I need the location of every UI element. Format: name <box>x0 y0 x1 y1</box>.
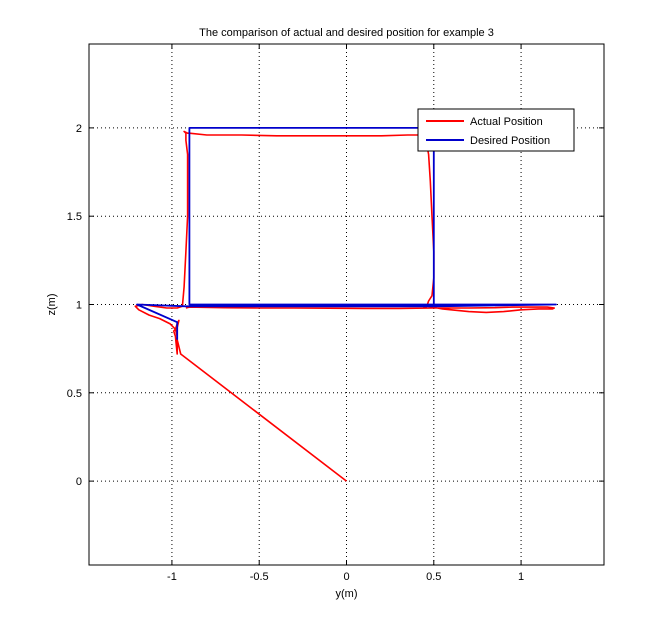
y-tick-label: 0.5 <box>67 388 82 400</box>
y-tick-label: 0 <box>76 476 82 488</box>
y-axis-label: z(m) <box>46 294 58 316</box>
series-layer <box>134 127 557 482</box>
y-tick-label: 1 <box>76 300 82 312</box>
axis-ticks: -1 -0.5 0 0.5 1 0 0.5 1 1.5 2 <box>67 44 604 583</box>
legend-label: Desired Position <box>470 135 550 147</box>
y-tick-label: 2 <box>76 123 82 135</box>
chart-title: The comparison of actual and desired pos… <box>199 27 494 39</box>
x-axis-label: y(m) <box>336 588 358 600</box>
y-tick-label: 1.5 <box>67 211 82 223</box>
x-tick-label: 0.5 <box>426 571 441 583</box>
series-line-actual-position <box>134 130 556 482</box>
x-tick-label: -0.5 <box>250 571 269 583</box>
x-tick-label: 0 <box>343 571 349 583</box>
series-line-desired-position <box>136 127 557 340</box>
legend-label: Actual Position <box>470 116 543 128</box>
legend: Actual Position Desired Position <box>417 108 575 152</box>
x-tick-label: -1 <box>167 571 177 583</box>
x-tick-label: 1 <box>518 571 524 583</box>
legend-box <box>417 108 575 152</box>
